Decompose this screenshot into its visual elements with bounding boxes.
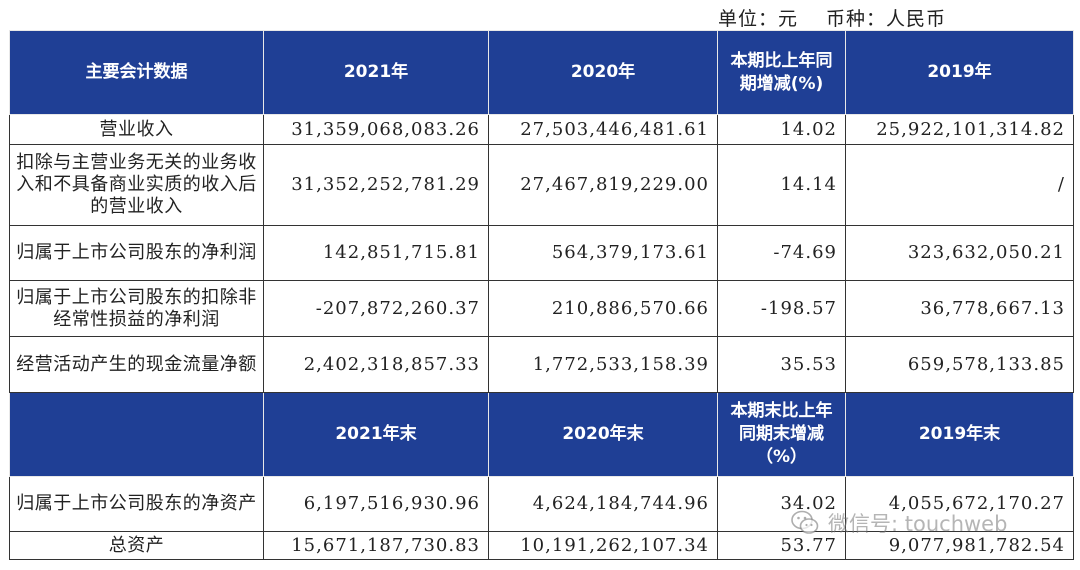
- row-label: 归属于上市公司股东的净利润: [9, 225, 264, 281]
- table-row: 归属于上市公司股东的扣除非经常性损益的净利润 -207,872,260.37 2…: [9, 280, 1074, 337]
- table-row: 营业收入 31,359,068,083.26 27,503,446,481.61…: [9, 114, 1074, 145]
- row-label: 扣除与主营业务无关的业务收入和不具备商业实质的收入后的营业收入: [9, 144, 264, 226]
- cell-2021: 31,352,252,781.29: [263, 144, 489, 226]
- row-label: 营业收入: [9, 114, 264, 145]
- cell-2020: 4,624,184,744.96: [488, 476, 718, 532]
- watermark: 微信号: touchweb: [790, 508, 1007, 538]
- cell-2020: 27,467,819,229.00: [488, 144, 718, 226]
- header-2020-end: 2020年末: [488, 392, 718, 477]
- row-label: 经营活动产生的现金流量净额: [9, 336, 264, 393]
- cell-change: 35.53: [717, 336, 846, 393]
- cell-2020: 564,379,173.61: [488, 225, 718, 281]
- cell-2021: 15,671,187,730.83: [263, 531, 489, 560]
- row-label: 归属于上市公司股东的扣除非经常性损益的净利润: [9, 280, 264, 337]
- cell-2020: 210,886,570.66: [488, 280, 718, 337]
- table-row: 归属于上市公司股东的净资产 6,197,516,930.96 4,624,184…: [9, 476, 1074, 532]
- cell-change: -74.69: [717, 225, 846, 281]
- cell-2021: -207,872,260.37: [263, 280, 489, 337]
- cell-change: 14.02: [717, 114, 846, 145]
- cell-2021: 6,197,516,930.96: [263, 476, 489, 532]
- wechat-icon: [791, 510, 819, 534]
- table-row: 归属于上市公司股东的净利润 142,851,715.81 564,379,173…: [9, 225, 1074, 281]
- cell-2019: 9,077,981,782.54: [845, 531, 1074, 560]
- cell-2019: 4,055,672,170.27: [845, 476, 1074, 532]
- cell-change: 14.14: [717, 144, 846, 226]
- header-2020: 2020年: [488, 30, 718, 115]
- table-row: 经营活动产生的现金流量净额 2,402,318,857.33 1,772,533…: [9, 336, 1074, 393]
- unit-label: 单位：元: [718, 8, 799, 30]
- header-row-period-end: 2021年末 2020年末 本期末比上年同期末增减（%） 2019年末: [9, 392, 1074, 477]
- cell-2020: 10,191,262,107.34: [488, 531, 718, 560]
- row-label: 归属于上市公司股东的净资产: [9, 476, 264, 532]
- cell-change: 53.77: [717, 531, 846, 560]
- cell-change: -198.57: [717, 280, 846, 337]
- watermark-text: 微信号: touchweb: [828, 512, 1008, 536]
- cell-2019: 323,632,050.21: [845, 225, 1074, 281]
- cell-2021: 2,402,318,857.33: [263, 336, 489, 393]
- header-change: 本期比上年同期增减(%): [717, 30, 846, 115]
- unit-line: 单位：元 币种：人民币: [0, 0, 1080, 30]
- cell-change: 34.02: [717, 476, 846, 532]
- header-2021-end: 2021年末: [263, 392, 489, 477]
- header-change-end: 本期末比上年同期末增减（%）: [717, 392, 846, 477]
- cell-2021: 142,851,715.81: [263, 225, 489, 281]
- cell-2019: 36,778,667.13: [845, 280, 1074, 337]
- cell-2019: 659,578,133.85: [845, 336, 1074, 393]
- row-label: 总资产: [9, 531, 264, 560]
- header-main-data: 主要会计数据: [9, 30, 264, 115]
- cell-2021: 31,359,068,083.26: [263, 114, 489, 145]
- accounting-data-table: 主要会计数据 2021年 2020年 本期比上年同期增减(%) 2019年 营业…: [9, 30, 1074, 560]
- header-2019-end: 2019年末: [845, 392, 1074, 477]
- cell-2020: 27,503,446,481.61: [488, 114, 718, 145]
- header-2021: 2021年: [263, 30, 489, 115]
- table-row: 总资产 15,671,187,730.83 10,191,262,107.34 …: [9, 531, 1074, 560]
- table-row: 扣除与主营业务无关的业务收入和不具备商业实质的收入后的营业收入 31,352,2…: [9, 144, 1074, 226]
- cell-2019: /: [845, 144, 1074, 226]
- cell-2019: 25,922,101,314.82: [845, 114, 1074, 145]
- header-blank: [9, 392, 264, 477]
- header-row: 主要会计数据 2021年 2020年 本期比上年同期增减(%) 2019年: [9, 30, 1074, 115]
- cell-2020: 1,772,533,158.39: [488, 336, 718, 393]
- currency-label: 币种：人民币: [826, 8, 947, 30]
- header-2019: 2019年: [845, 30, 1074, 115]
